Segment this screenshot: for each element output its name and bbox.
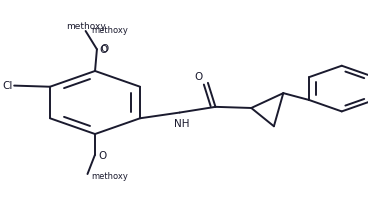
Text: methoxy: methoxy bbox=[91, 26, 128, 35]
Text: Cl: Cl bbox=[2, 81, 12, 91]
Text: O: O bbox=[100, 44, 108, 54]
Text: O: O bbox=[98, 150, 106, 160]
Text: O: O bbox=[100, 44, 108, 55]
Text: methoxy: methoxy bbox=[66, 22, 106, 31]
Text: NH: NH bbox=[174, 119, 189, 129]
Text: methoxy: methoxy bbox=[91, 172, 128, 180]
Text: O: O bbox=[194, 72, 202, 82]
